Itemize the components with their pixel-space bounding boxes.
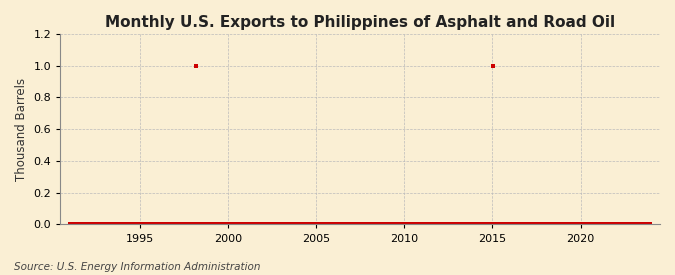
Text: Source: U.S. Energy Information Administration: Source: U.S. Energy Information Administ… <box>14 262 260 272</box>
Title: Monthly U.S. Exports to Philippines of Asphalt and Road Oil: Monthly U.S. Exports to Philippines of A… <box>105 15 615 30</box>
Y-axis label: Thousand Barrels: Thousand Barrels <box>15 78 28 181</box>
